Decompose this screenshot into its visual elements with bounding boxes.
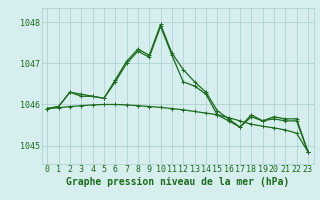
X-axis label: Graphe pression niveau de la mer (hPa): Graphe pression niveau de la mer (hPa) xyxy=(66,177,289,187)
